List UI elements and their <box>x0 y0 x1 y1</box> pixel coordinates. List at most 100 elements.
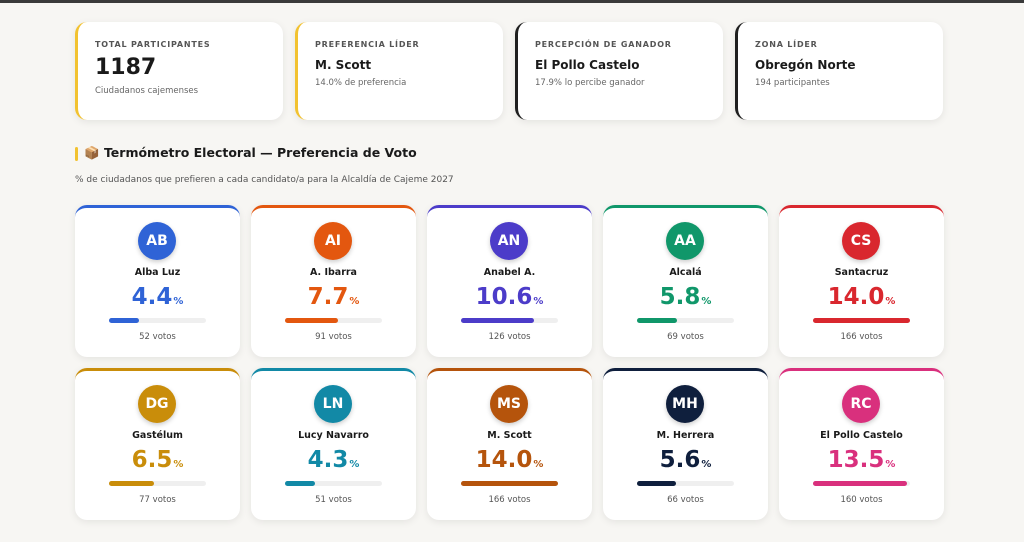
bar-fill <box>461 481 558 486</box>
candidate-votes: 66 votos <box>667 495 704 505</box>
percent-value: 4.4 <box>131 284 173 310</box>
stat-note: 194 participantes <box>755 78 830 88</box>
candidate-avatar: LN <box>314 385 352 423</box>
candidate-name: Gastélum <box>132 430 183 441</box>
stat-note: 14.0% de preferencia <box>315 78 407 88</box>
percent-value: 5.6 <box>659 447 701 473</box>
section-icon: 📦 <box>84 145 100 160</box>
candidate-card: DG Gastélum 6.5% 77 votos <box>75 368 240 520</box>
candidate-percent: 14.0% <box>779 284 944 310</box>
percent-unit: % <box>173 459 184 470</box>
percent-unit: % <box>701 459 712 470</box>
candidate-avatar: AN <box>490 222 528 260</box>
section-subtitle: % de ciudadanos que prefieren a cada can… <box>75 175 454 185</box>
stat-card: PREFERENCIA LÍDER M. Scott 14.0% de prefer… <box>295 22 503 120</box>
percent-value: 6.5 <box>131 447 173 473</box>
candidate-percent: 5.6% <box>603 447 768 473</box>
bar-fill <box>285 481 315 486</box>
candidate-votes: 166 votos <box>840 332 883 342</box>
bar-fill <box>109 318 140 323</box>
stat-card: TOTAL PARTICIPANTES 1187 Ciudadanos cajeme… <box>75 22 283 120</box>
section-title: Termómetro Electoral — Preferencia de Vo… <box>103 145 417 160</box>
section-accent <box>75 147 78 161</box>
candidate-name: M. Herrera <box>656 430 715 441</box>
candidate-card: AB Alba Luz 4.4% 52 votos <box>75 205 240 357</box>
candidate-name: Santacruz <box>834 267 889 278</box>
candidate-card: CS Santacruz 14.0% 166 votos <box>779 205 944 357</box>
bar-fill <box>813 318 910 323</box>
bar-track <box>285 318 382 323</box>
candidate-percent: 10.6% <box>427 284 592 310</box>
candidate-votes: 69 votos <box>667 332 704 342</box>
candidate-name: Lucy Navarro <box>298 430 369 441</box>
stat-note: Ciudadanos cajemenses <box>95 86 199 96</box>
bar-fill <box>813 481 907 486</box>
stat-card: ZONA LÍDER Obregón Norte 194 participantes <box>735 22 943 120</box>
candidate-votes: 160 votos <box>840 495 883 505</box>
bar-track <box>285 481 382 486</box>
bar-fill <box>637 318 678 323</box>
candidate-votes: 77 votos <box>139 495 176 505</box>
percent-unit: % <box>701 296 712 307</box>
candidate-percent: 7.7% <box>251 284 416 310</box>
candidate-avatar: CS <box>842 222 880 260</box>
candidate-avatar: AI <box>314 222 352 260</box>
bar-track <box>637 481 734 486</box>
candidate-card: AI A. Ibarra 7.7% 91 votos <box>251 205 416 357</box>
candidate-card: RC El Pollo Castelo 13.5% 160 votos <box>779 368 944 520</box>
candidate-percent: 5.8% <box>603 284 768 310</box>
bar-fill <box>637 481 676 486</box>
percent-value: 7.7 <box>307 284 349 310</box>
stat-label: PERCEPCIÓN DE GANADOR <box>535 40 672 49</box>
candidate-name: Alcalá <box>669 267 702 278</box>
bar-fill <box>285 318 339 323</box>
percent-value: 4.3 <box>307 447 349 473</box>
candidate-card: LN Lucy Navarro 4.3% 51 votos <box>251 368 416 520</box>
bar-track <box>461 318 558 323</box>
bar-fill <box>109 481 155 486</box>
percent-unit: % <box>173 296 184 307</box>
bar-track <box>637 318 734 323</box>
section-title-row: 📦 Termómetro Electoral — Preferencia de … <box>84 145 417 161</box>
candidate-votes: 166 votos <box>488 495 531 505</box>
percent-value: 13.5 <box>827 447 885 473</box>
percent-value: 5.8 <box>659 284 701 310</box>
stat-value: El Pollo Castelo <box>535 58 640 72</box>
stat-label: PREFERENCIA LÍDER <box>315 40 420 49</box>
candidate-votes: 52 votos <box>139 332 176 342</box>
candidate-percent: 13.5% <box>779 447 944 473</box>
candidate-votes: 51 votos <box>315 495 352 505</box>
stat-card: PERCEPCIÓN DE GANADOR El Pollo Castelo 17.… <box>515 22 723 120</box>
candidate-name: Anabel A. <box>483 267 536 278</box>
candidate-avatar: AA <box>666 222 704 260</box>
percent-unit: % <box>533 296 544 307</box>
candidate-name: El Pollo Castelo <box>820 430 903 441</box>
candidate-card: MH M. Herrera 5.6% 66 votos <box>603 368 768 520</box>
candidate-votes: 91 votos <box>315 332 352 342</box>
stat-value: M. Scott <box>315 58 372 72</box>
bar-track <box>109 318 206 323</box>
percent-unit: % <box>885 459 896 470</box>
candidate-name: A. Ibarra <box>310 267 357 278</box>
percent-value: 14.0 <box>827 284 885 310</box>
bar-track <box>109 481 206 486</box>
candidate-percent: 4.4% <box>75 284 240 310</box>
candidate-name: M. Scott <box>487 430 532 441</box>
candidate-avatar: AB <box>138 222 176 260</box>
candidate-avatar: MS <box>490 385 528 423</box>
top-bar <box>0 0 1024 3</box>
stat-label: ZONA LÍDER <box>755 40 818 49</box>
stat-label: TOTAL PARTICIPANTES <box>95 40 211 49</box>
candidate-percent: 14.0% <box>427 447 592 473</box>
candidate-card: AN Anabel A. 10.6% 126 votos <box>427 205 592 357</box>
candidate-card: AA Alcalá 5.8% 69 votos <box>603 205 768 357</box>
bar-track <box>813 481 910 486</box>
bar-track <box>461 481 558 486</box>
candidate-avatar: DG <box>138 385 176 423</box>
candidate-votes: 126 votos <box>488 332 531 342</box>
percent-unit: % <box>349 459 360 470</box>
stat-value: Obregón Norte <box>755 58 856 72</box>
stat-note: 17.9% lo percibe ganador <box>535 78 645 88</box>
candidate-avatar: MH <box>666 385 704 423</box>
candidate-name: Alba Luz <box>134 267 181 278</box>
